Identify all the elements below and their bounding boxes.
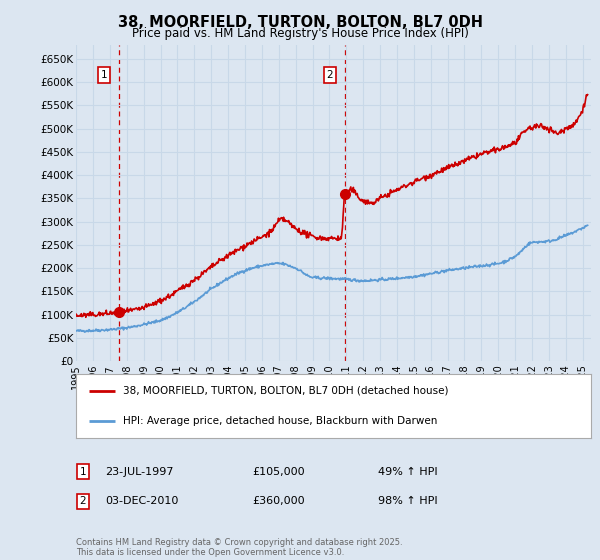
Text: Price paid vs. HM Land Registry's House Price Index (HPI): Price paid vs. HM Land Registry's House … <box>131 27 469 40</box>
Text: HPI: Average price, detached house, Blackburn with Darwen: HPI: Average price, detached house, Blac… <box>122 416 437 426</box>
Text: 23-JUL-1997: 23-JUL-1997 <box>105 466 173 477</box>
Text: 03-DEC-2010: 03-DEC-2010 <box>105 496 178 506</box>
Text: £105,000: £105,000 <box>252 466 305 477</box>
Text: 38, MOORFIELD, TURTON, BOLTON, BL7 0DH: 38, MOORFIELD, TURTON, BOLTON, BL7 0DH <box>118 15 482 30</box>
Text: 1: 1 <box>101 70 107 80</box>
Text: £360,000: £360,000 <box>252 496 305 506</box>
Text: 2: 2 <box>326 70 333 80</box>
Text: 1: 1 <box>79 466 86 477</box>
Text: 38, MOORFIELD, TURTON, BOLTON, BL7 0DH (detached house): 38, MOORFIELD, TURTON, BOLTON, BL7 0DH (… <box>122 386 448 396</box>
Text: 2: 2 <box>79 496 86 506</box>
Text: 98% ↑ HPI: 98% ↑ HPI <box>378 496 437 506</box>
Text: 49% ↑ HPI: 49% ↑ HPI <box>378 466 437 477</box>
Text: Contains HM Land Registry data © Crown copyright and database right 2025.
This d: Contains HM Land Registry data © Crown c… <box>76 538 403 557</box>
